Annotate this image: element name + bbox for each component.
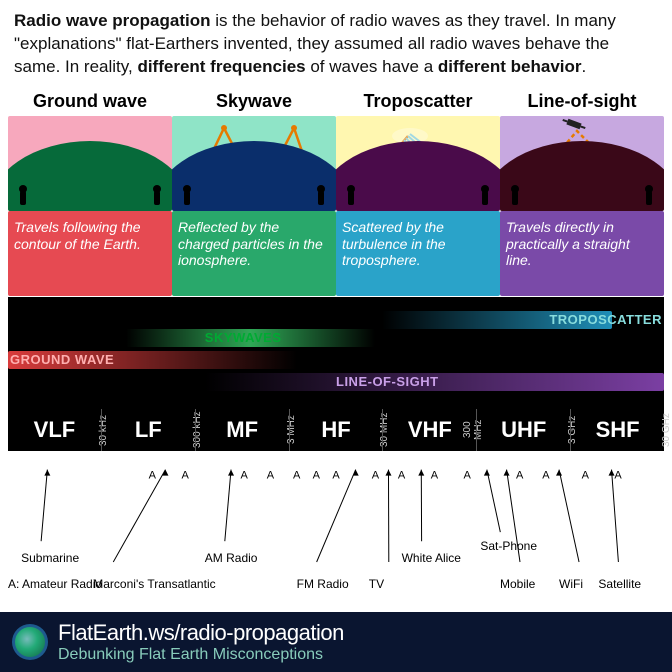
panel-caption: Travels directly in practically a straig… [500,211,664,296]
panel-title: Skywave [172,87,336,116]
svg-text:A: A [181,469,189,481]
spectrum-chart: GROUND WAVE SKYWAVES TROPOSCATTER LINE-OF-S… [8,297,664,409]
annotation-label: TV [369,577,384,591]
panel-title: Troposcatter [336,87,500,116]
annotation-label: Satellite [598,577,641,591]
spectrum-bar-label: GROUND WAVE [10,352,114,367]
svg-text:A: A [313,469,321,481]
svg-text:A: A [542,469,550,481]
svg-text:A: A [332,469,340,481]
globe-icon [12,624,48,660]
propagation-panels: Ground wave chapter Travels following th… [0,87,672,297]
freq-cell: UHF3 GHz [476,409,570,451]
svg-text:A: A [582,469,590,481]
annotation-label: Submarine [21,551,79,565]
freq-cell: VLF30 kHz [8,409,101,451]
svg-text:A: A [464,469,472,481]
annotation-label: AM Radio [205,551,258,565]
footer-url: FlatEarth.ws/radio-propagation [58,620,344,646]
spectrum-bar-label: TROPOSCATTER [549,312,662,327]
annotation-label: Mobile [500,577,535,591]
panel-diagram: chapter [172,116,336,211]
header-text: Radio wave propagation is the behavior o… [0,0,672,87]
panel-caption: Reflected by the charged particles in th… [172,211,336,296]
svg-text:A: A [240,469,248,481]
footer: FlatEarth.ws/radio-propagation Debunking… [0,612,672,672]
footer-subtitle: Debunking Flat Earth Misconceptions [58,646,344,664]
svg-text:A: A [614,469,622,481]
panel-title: Ground wave [8,87,172,116]
panel-diagram: chapter [336,116,500,211]
freq-cell: VHF300 MHz [382,409,476,451]
annotation-label: Marconi's Transatlantic [93,577,215,591]
panel-diagram: chapter [8,116,172,211]
svg-text:A: A [431,469,439,481]
annotation-legend: A: Amateur Radio [8,577,102,591]
spectrum-bar-label: LINE-OF-SIGHT [336,374,439,389]
annotations: AAAAAAAAAAAAAAA SubmarineMarconi's Trans… [8,451,664,612]
annotation-label: Sat-Phone [480,539,537,553]
annotation-label: WiFi [559,577,583,591]
freq-cell: MF3 MHz [195,409,289,451]
panel-diagram: chapter [500,116,664,211]
freq-cell: SHF30 GHz [570,409,664,451]
svg-text:A: A [516,469,524,481]
annotation-label: White Alice [402,551,461,565]
svg-text:A: A [149,469,157,481]
panel-title: Line-of-sight [500,87,664,116]
freq-cell: LF300 kHz [101,409,195,451]
freq-cell: HF30 MHz [289,409,383,451]
panel-caption: Travels following the contour of the Ear… [8,211,172,296]
svg-text:A: A [293,469,301,481]
panel-caption: Scattered by the turbulence in the tropo… [336,211,500,296]
frequency-bands: VLF30 kHzLF300 kHzMF3 MHzHF30 MHzVHF300 … [8,409,664,451]
svg-text:A: A [267,469,275,481]
spectrum-bar-label: SKYWAVES [205,330,282,345]
svg-text:A: A [398,469,406,481]
annotation-label: FM Radio [297,577,349,591]
svg-text:A: A [372,469,380,481]
